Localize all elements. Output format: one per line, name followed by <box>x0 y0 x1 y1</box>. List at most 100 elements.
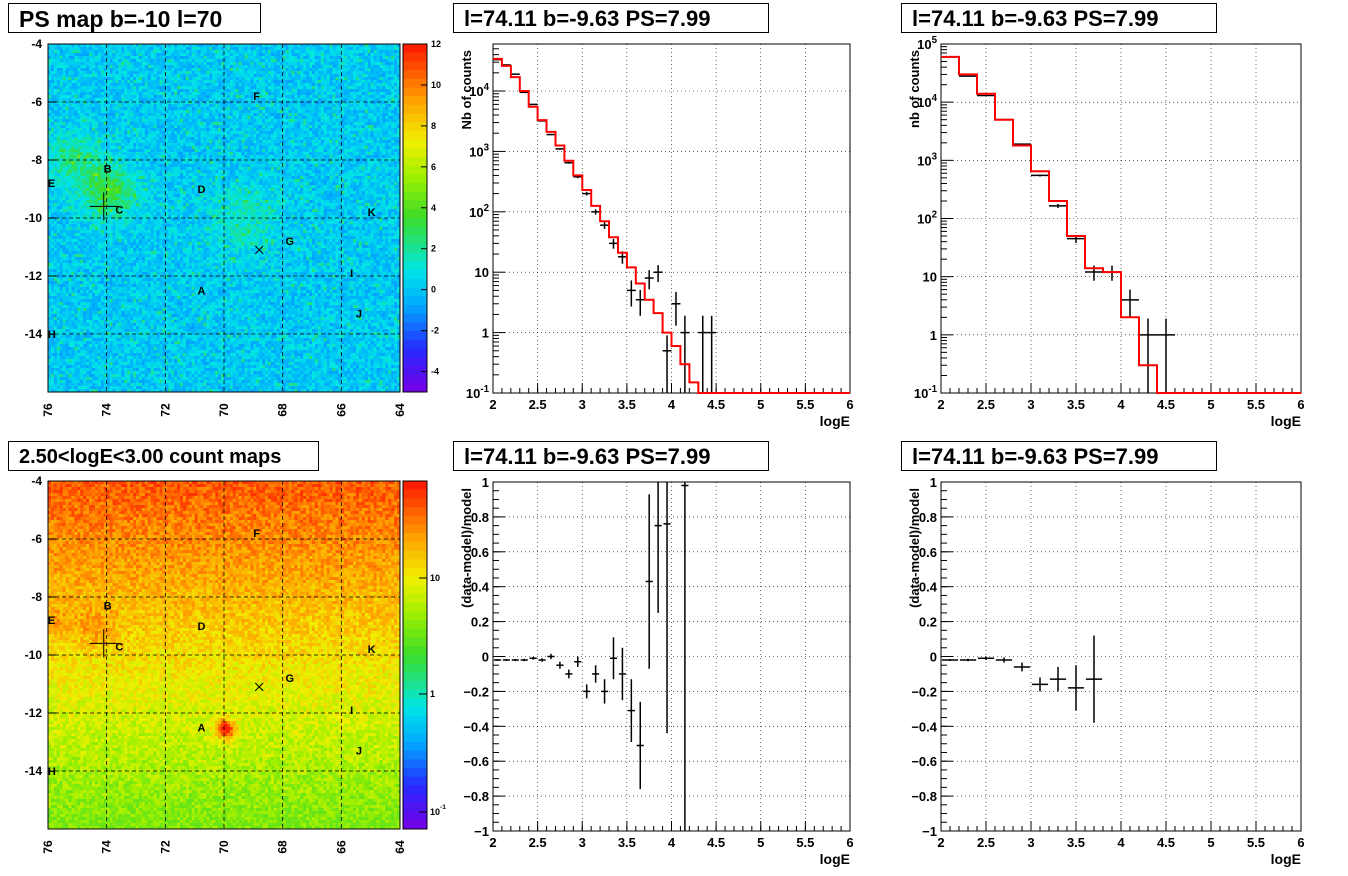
countmap-ytick-label: -10 <box>25 648 43 662</box>
spectrum-xtick-label: 5 <box>757 397 764 412</box>
residuals-rebinned-ytick-label: −0.2 <box>911 684 937 699</box>
residuals-xtick-label: 4 <box>668 835 676 850</box>
residuals-xtick-label: 4.5 <box>707 835 725 850</box>
countmap-colorbar-label: 1 <box>430 689 435 699</box>
source-label-I: I <box>350 268 353 280</box>
spectrum-rebinned-ylabel: nb of counts <box>907 50 922 128</box>
panel-title-residuals: l=74.11 b=-9.63 PS=7.99 <box>453 441 769 471</box>
psmap-colorbar-label: 12 <box>431 39 441 49</box>
source-label-H: H <box>48 766 56 778</box>
source-label-G: G <box>286 673 295 685</box>
panel-title-spectrum-rebinned: l=74.11 b=-9.63 PS=7.99 <box>901 3 1217 33</box>
psmap-colorbar-label: 10 <box>431 80 441 90</box>
residuals-rebinned-ytick-label: −0.6 <box>911 754 937 769</box>
countmap-ytick-label: -14 <box>25 764 43 778</box>
source-label-G: G <box>286 236 295 248</box>
spectrum-xtick-label: 4 <box>668 397 676 412</box>
spectrum-xtick-label: 4.5 <box>707 397 725 412</box>
psmap-colorbar <box>403 44 427 393</box>
psmap-ytick-label: -8 <box>31 153 42 167</box>
countmap-colorbar <box>403 481 427 830</box>
spectrum-rebinned-xtick-label: 5 <box>1207 397 1214 412</box>
spectrum-rebinned-ytick-label: 1 <box>930 328 937 343</box>
residuals-xtick-label: 2.5 <box>529 835 547 850</box>
psmap-xtick-label: 74 <box>100 403 114 417</box>
psmap-colorbar-label: -2 <box>431 326 439 336</box>
source-label-H: H <box>48 329 56 341</box>
spectrum-xtick-label: 2 <box>489 397 496 412</box>
spectrum-ytick-label: 10-1 <box>466 384 490 401</box>
residuals-rebinned-ytick-label: 0 <box>930 650 937 665</box>
countmap-ytick-label: -12 <box>25 706 43 720</box>
source-label-A: A <box>198 723 206 735</box>
psmap-ytick-label: -10 <box>25 211 43 225</box>
residuals-ytick-label: −0.8 <box>463 789 489 804</box>
residuals-rebinned-xtick-label: 5.5 <box>1247 835 1265 850</box>
residuals-ylabel: (data-model)/model <box>459 488 474 608</box>
residuals-rebinned-xtick-label: 6 <box>1297 835 1304 850</box>
source-label-D: D <box>198 184 206 196</box>
residuals-ytick-label: 0.2 <box>471 615 489 630</box>
spectrum-rebinned-ytick-label: 105 <box>917 35 937 52</box>
spectrum-ytick-label: 103 <box>469 142 489 159</box>
psmap-xtick-label: 72 <box>158 403 172 417</box>
spectrum-ylabel: Nb of counts <box>459 50 474 129</box>
residuals-xtick-label: 5 <box>757 835 764 850</box>
source-label-F: F <box>253 91 260 103</box>
source-label-B: B <box>104 601 112 613</box>
countmap-xtick-label: 66 <box>334 840 348 854</box>
residuals-ytick-label: −0.6 <box>463 754 489 769</box>
panel-title-ps-map: PS map b=-10 l=70 <box>8 3 261 33</box>
source-label-F: F <box>253 528 260 540</box>
psmap-xtick-label: 70 <box>217 403 231 417</box>
spectrum-xlabel: logE <box>820 413 850 429</box>
psmap-colorbar-label: 8 <box>431 121 436 131</box>
countmap-colorbar-label: 10 <box>430 573 440 583</box>
countmap-xtick-label: 72 <box>158 840 172 854</box>
residuals-ytick-label: −0.4 <box>463 719 489 734</box>
spectrum-xtick-label: 5.5 <box>796 397 814 412</box>
source-label-J: J <box>356 309 362 321</box>
residuals-ytick-label: 1 <box>482 475 489 490</box>
spectrum-rebinned-xtick-label: 3 <box>1027 397 1034 412</box>
residuals-rebinned-xtick-label: 3.5 <box>1067 835 1085 850</box>
residuals-xlabel: logE <box>820 851 850 867</box>
psmap-ytick-label: -12 <box>25 269 43 283</box>
residuals-rebinned-ytick-label: 1 <box>930 475 937 490</box>
psmap-xtick-label: 64 <box>393 403 407 417</box>
countmap-xtick-label: 74 <box>100 840 114 854</box>
residuals-rebinned-xlabel: logE <box>1271 851 1301 867</box>
spectrum-rebinned-ytick-label: 10-1 <box>914 384 938 401</box>
psmap-ytick-label: -14 <box>25 327 43 341</box>
psmap-xtick-label: 76 <box>41 403 55 417</box>
psmap-colorbar-label: 6 <box>431 162 436 172</box>
psmap-colorbar-label: 0 <box>431 285 436 295</box>
source-label-J: J <box>356 746 362 758</box>
spectrum-rebinned-xtick-label: 5.5 <box>1247 397 1265 412</box>
spectrum-rebinned-ytick-label: 10 <box>923 270 937 285</box>
spectrum-rebinned-xtick-label: 4.5 <box>1157 397 1175 412</box>
countmap-xtick-label: 76 <box>41 840 55 854</box>
residuals-rebinned-xtick-label: 4 <box>1117 835 1125 850</box>
spectrum-rebinned-xtick-label: 2.5 <box>977 397 995 412</box>
countmap-ytick-label: -6 <box>31 532 42 546</box>
residuals-rebinned-xtick-label: 2.5 <box>977 835 995 850</box>
countmap-colorbar-label: 10-1 <box>430 804 446 817</box>
psmap-colorbar-label: -4 <box>431 367 439 377</box>
residuals-rebinned-ytick-label: −1 <box>922 824 937 839</box>
residuals-rebinned-ytick-label: −0.4 <box>911 719 937 734</box>
psmap-ytick-label: -6 <box>31 95 42 109</box>
source-label-K: K <box>368 207 376 219</box>
residuals-rebinned-xtick-label: 3 <box>1027 835 1034 850</box>
residuals-xtick-label: 2 <box>489 835 496 850</box>
source-label-E: E <box>48 178 55 190</box>
spectrum-rebinned-xtick-label: 4 <box>1117 397 1125 412</box>
psmap-colorbar-label: 4 <box>431 203 436 213</box>
source-label-A: A <box>198 286 206 298</box>
countmap-xtick-label: 70 <box>217 840 231 854</box>
psmap-xtick-label: 66 <box>334 403 348 417</box>
countmap-ytick-label: -8 <box>31 590 42 604</box>
residuals-xtick-label: 3 <box>579 835 586 850</box>
residuals-rebinned-xtick-label: 5 <box>1207 835 1214 850</box>
